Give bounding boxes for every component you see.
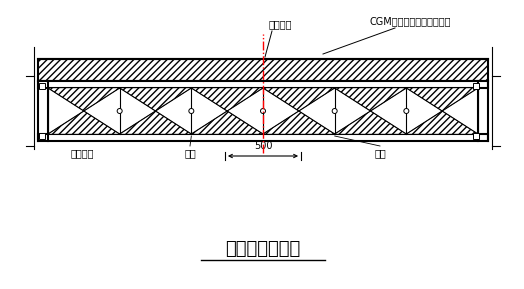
Polygon shape [406,111,478,134]
Polygon shape [191,111,263,134]
Bar [38,81,488,88]
Polygon shape [119,111,191,134]
Circle shape [117,108,122,114]
Bar [39,133,45,139]
Circle shape [332,108,337,114]
Text: 角钢: 角钢 [374,148,386,158]
Bar [38,134,488,141]
Circle shape [404,108,409,114]
Text: 预制钢梁示意图: 预制钢梁示意图 [225,240,301,258]
Text: 对拉螺栓: 对拉螺栓 [70,148,94,158]
Polygon shape [263,111,335,134]
Circle shape [260,108,266,114]
Bar [473,133,479,139]
Polygon shape [191,88,263,111]
Polygon shape [48,88,119,111]
Polygon shape [48,111,119,134]
Text: CGM高强无收缩灌浆料灌实: CGM高强无收缩灌浆料灌实 [369,16,451,26]
Polygon shape [406,88,478,111]
Text: 角钢: 角钢 [184,148,196,158]
Polygon shape [335,111,406,134]
Polygon shape [119,88,191,111]
Bar [38,59,488,81]
Text: 500: 500 [254,141,272,151]
Bar [39,83,45,89]
Polygon shape [335,88,406,111]
Circle shape [189,108,194,114]
Bar [473,83,479,89]
Polygon shape [263,88,335,111]
Text: 梁跨中线: 梁跨中线 [268,19,292,29]
